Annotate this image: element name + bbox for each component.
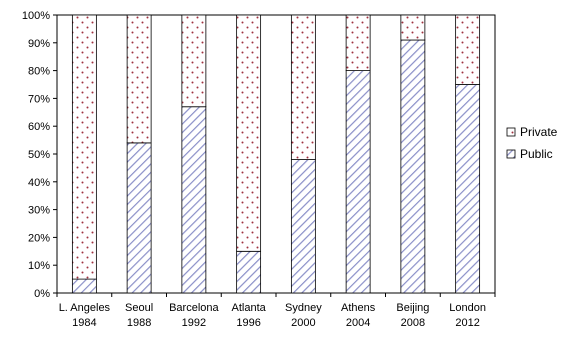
- bar-private: [236, 14, 262, 252]
- legend: Private Public: [501, 123, 561, 169]
- legend-swatch-public: [506, 149, 516, 159]
- x-category-label: 2004: [346, 317, 370, 329]
- x-category-label: Sydney: [285, 302, 322, 314]
- x-category-label: London: [449, 302, 486, 314]
- bar-private: [345, 14, 371, 71]
- x-category-label: 2012: [455, 317, 479, 329]
- bar-private: [290, 14, 316, 160]
- x-category-label: 1984: [72, 317, 96, 329]
- axis-labels: 0% 10% 20% 30% 40% 50% 60% 70% 80% 90% 100% L. Ange…: [22, 10, 486, 329]
- x-category-label: 2008: [401, 317, 425, 329]
- y-tick-label: 20%: [28, 232, 50, 244]
- bar-private: [71, 14, 97, 280]
- x-category-label: L. Angeles: [59, 302, 111, 314]
- x-category-label: 2000: [291, 317, 315, 329]
- plot-frame: [56, 14, 496, 294]
- bar-public: [345, 70, 371, 294]
- bar-public: [455, 84, 481, 294]
- x-category-label: Athens: [341, 302, 376, 314]
- axes: [53, 14, 496, 297]
- x-category-label: 1996: [236, 317, 260, 329]
- bar-private: [400, 14, 426, 41]
- y-tick-label: 60%: [28, 121, 50, 133]
- x-category-label: 1992: [182, 317, 206, 329]
- y-tick-label: 0%: [34, 288, 50, 300]
- y-tick-label: 40%: [28, 177, 50, 189]
- bar-private: [126, 14, 152, 144]
- bar-public: [71, 278, 97, 294]
- y-tick-label: 90%: [28, 38, 50, 50]
- y-tick-label: 80%: [28, 66, 50, 78]
- y-tick-label: 100%: [22, 10, 50, 22]
- bar-public: [126, 142, 152, 294]
- bar-public: [236, 250, 262, 294]
- legend-label-public: Public: [520, 147, 553, 161]
- bar-public: [181, 106, 207, 294]
- legend-label-private: Private: [520, 125, 558, 139]
- x-category-label: Beijing: [396, 302, 429, 314]
- x-category-label: 1988: [127, 317, 151, 329]
- x-category-label: Atlanta: [232, 302, 267, 314]
- x-category-label: Barcelona: [169, 302, 219, 314]
- y-tick-label: 50%: [28, 149, 50, 161]
- bar-private: [455, 14, 481, 85]
- y-tick-label: 30%: [28, 205, 50, 217]
- y-tick-label: 70%: [28, 93, 50, 105]
- bar-private: [181, 14, 207, 108]
- bars: [71, 14, 481, 294]
- x-category-label: Seoul: [125, 302, 153, 314]
- y-tick-label: 10%: [28, 260, 50, 272]
- legend-swatch-private: [506, 127, 516, 137]
- bar-public: [290, 159, 316, 294]
- bar-public: [400, 39, 426, 294]
